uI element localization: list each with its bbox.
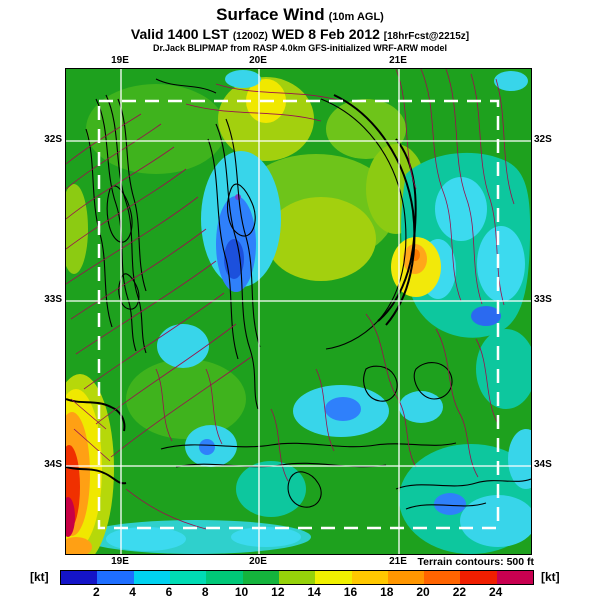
ytick-left-33s: 33S — [44, 294, 62, 305]
model-domain-dashed-box — [97, 99, 500, 530]
colorbar-segment-4 — [169, 571, 207, 584]
model-credit-line: Dr.Jack BLIPMAP from RASP 4.0km GFS-init… — [152, 43, 448, 53]
colorbar-tick-16: 16 — [343, 585, 358, 599]
xtick-top-21e: 21E — [389, 55, 407, 66]
colorbar-tick-24: 24 — [489, 585, 503, 599]
colorbar-tick-10: 10 — [234, 585, 249, 599]
ytick-right-34s: 34S — [534, 459, 552, 470]
colorbar-segment-9 — [351, 571, 388, 584]
xtick-top-20e: 20E — [249, 55, 267, 66]
colorbar — [60, 570, 534, 585]
colorbar-segment-5 — [206, 571, 243, 584]
colorbar-segment-6 — [242, 571, 279, 584]
colorbar-segment-10 — [387, 571, 425, 584]
ytick-right-32s: 32S — [534, 134, 552, 145]
forecast-map — [65, 68, 532, 555]
colorbar-tick-20: 20 — [416, 585, 430, 599]
page-title: Surface Wind (10m AGL) — [0, 5, 600, 25]
terrain-contour-note: Terrain contours: 500 ft — [417, 556, 535, 568]
xtick-bottom-20e: 20E — [249, 556, 267, 567]
terrain-contours-major — [66, 94, 417, 485]
ytick-left-32s: 32S — [44, 134, 62, 145]
terrain-contours — [85, 78, 531, 510]
valid-date: WED 8 Feb 2012 — [271, 26, 380, 42]
colorbar-segment-7 — [278, 571, 316, 584]
xtick-top-19e: 19E — [111, 55, 129, 66]
colorbar-tick-22: 22 — [452, 585, 467, 599]
title-agl-note: (10m AGL) — [328, 11, 384, 23]
wind-streamlines — [66, 69, 515, 530]
latlon-grid-lines — [66, 69, 531, 554]
wind-speed-field — [66, 69, 531, 554]
valid-prefix: Valid 1400 LST — [130, 26, 229, 42]
colorbar-tick-6: 6 — [165, 585, 173, 599]
ytick-right-33s: 33S — [534, 294, 552, 305]
colorbar-tick-14: 14 — [307, 585, 321, 599]
xtick-bottom-21e: 21E — [389, 556, 407, 567]
colorbar-segment-8 — [315, 571, 352, 584]
colorbar-segment-2 — [97, 571, 134, 584]
colorbar-unit-right: [kt] — [541, 570, 560, 584]
title-main: Surface Wind — [216, 5, 325, 24]
colorbar-segment-1 — [61, 571, 98, 584]
valid-fcst-tag: [18hrFcst@2215z] — [383, 31, 470, 42]
colorbar-segment-3 — [133, 571, 170, 584]
colorbar-tick-12: 12 — [271, 585, 285, 599]
ytick-left-34s: 34S — [44, 459, 62, 470]
wind-field-graphic — [66, 69, 531, 554]
colorbar-unit-left: [kt] — [30, 570, 49, 584]
colorbar-tick-18: 18 — [380, 585, 394, 599]
colorbar-tick-2: 2 — [92, 585, 100, 599]
valid-time-line: Valid 1400 LST (1200Z) WED 8 Feb 2012 [1… — [0, 26, 600, 42]
colorbar-tick-4: 4 — [129, 585, 136, 599]
colorbar-tick-8: 8 — [201, 585, 209, 599]
valid-zulu: (1200Z) — [232, 31, 268, 42]
xtick-bottom-19e: 19E — [111, 556, 129, 567]
colorbar-ticks: 2 4 6 8 10 12 14 16 18 20 22 24 — [60, 585, 532, 600]
colorbar-segment-13 — [496, 571, 534, 584]
colorbar-segment-11 — [424, 571, 461, 584]
colorbar-segment-12 — [460, 571, 497, 584]
